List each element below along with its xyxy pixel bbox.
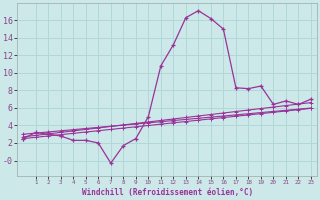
X-axis label: Windchill (Refroidissement éolien,°C): Windchill (Refroidissement éolien,°C) [82,188,253,197]
